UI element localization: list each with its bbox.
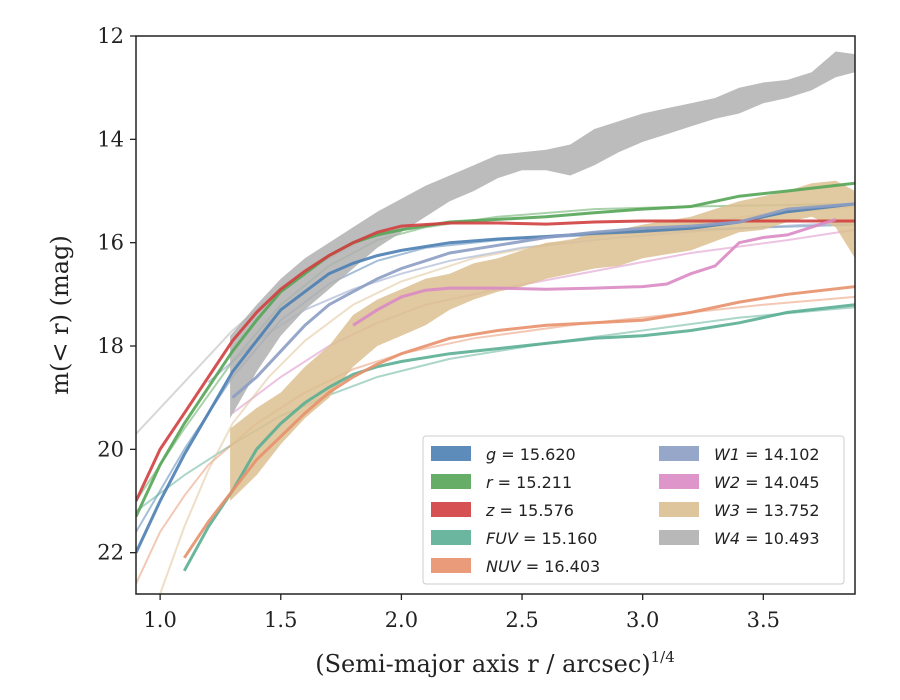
x-tick-label: 3.5 [747, 608, 780, 632]
legend-item-z: z = 15.576 [431, 501, 574, 520]
legend-swatch-w4 [659, 530, 699, 545]
x-axis-label: (Semi-major axis r / arcsec)1/4 [315, 648, 675, 678]
plot-area [136, 51, 855, 594]
legend-label-nuv: NUV = 16.403 [486, 557, 600, 576]
legend-label-z: z = 15.576 [485, 501, 574, 520]
legend: g = 15.620 r = 15.211 z = 15.576 FUV = 15.1… [422, 435, 845, 585]
legend-swatch-r [431, 474, 471, 489]
x-tick-label: 1.5 [264, 608, 297, 632]
data-curve-z [136, 219, 855, 502]
x-tick-label: 1.0 [143, 608, 176, 632]
legend-item-w3: W3 = 13.752 [659, 501, 820, 520]
legend-label-w4: W4 = 10.493 [714, 529, 820, 548]
y-tick-label: 16 [97, 231, 124, 255]
y-tick-label: 12 [97, 24, 124, 48]
legend-swatch-fuv [431, 530, 471, 545]
legend-item-w2: W2 = 14.045 [659, 473, 820, 492]
x-axis: 1.0 1.5 2.0 2.5 3.0 3.5 [143, 594, 780, 632]
x-axis-label-exponent: 1/4 [651, 648, 675, 666]
data-curve-g [136, 202, 855, 554]
legend-item-w4: W4 = 10.493 [659, 529, 820, 548]
band-w4 [230, 51, 855, 419]
x-tick-label: 2.5 [505, 608, 538, 632]
legend-label-fuv: FUV = 15.160 [486, 529, 597, 548]
data-curve-fuv [182, 303, 855, 572]
y-axis: 12 14 16 18 20 22 [97, 24, 136, 565]
legend-item-w1: W1 = 14.102 [659, 445, 820, 464]
x-axis-label-text: (Semi-major axis r / arcsec) [315, 650, 650, 678]
x-tick-label: 2.0 [385, 608, 418, 632]
x-tick-label: 3.0 [626, 608, 659, 632]
uncertainty-bands [230, 51, 855, 501]
y-axis-label: m(< r) (mag) [46, 235, 74, 394]
legend-label-w3: W3 = 13.752 [714, 501, 820, 520]
data-curves [136, 181, 855, 572]
legend-item-r: r = 15.211 [431, 473, 572, 492]
legend-label-r: r = 15.211 [486, 473, 572, 492]
legend-item-g: g = 15.620 [431, 445, 576, 464]
band-w3 [230, 180, 855, 501]
data-curve-w1 [231, 202, 855, 399]
y-tick-label: 20 [97, 437, 124, 461]
data-curve-r [136, 181, 855, 518]
legend-swatch-w3 [659, 502, 699, 517]
legend-swatch-z [431, 502, 471, 517]
data-curve-w2 [352, 217, 837, 327]
legend-label-w1: W1 = 14.102 [714, 445, 820, 464]
data-curve-nuv [183, 285, 855, 559]
plot-frame [135, 35, 856, 595]
y-tick-label: 14 [97, 127, 124, 151]
legend-swatch-g [431, 446, 471, 461]
y-tick-label: 22 [97, 541, 124, 565]
legend-swatch-w1 [659, 446, 699, 461]
legend-swatch-w2 [659, 474, 699, 489]
legend-label-g: g = 15.620 [486, 445, 576, 464]
y-tick-label: 18 [97, 334, 124, 358]
legend-label-w2: W2 = 14.045 [714, 473, 820, 492]
legend-swatch-nuv [431, 558, 471, 573]
legend-item-fuv: FUV = 15.160 [431, 529, 597, 548]
legend-item-nuv: NUV = 16.403 [431, 557, 600, 576]
